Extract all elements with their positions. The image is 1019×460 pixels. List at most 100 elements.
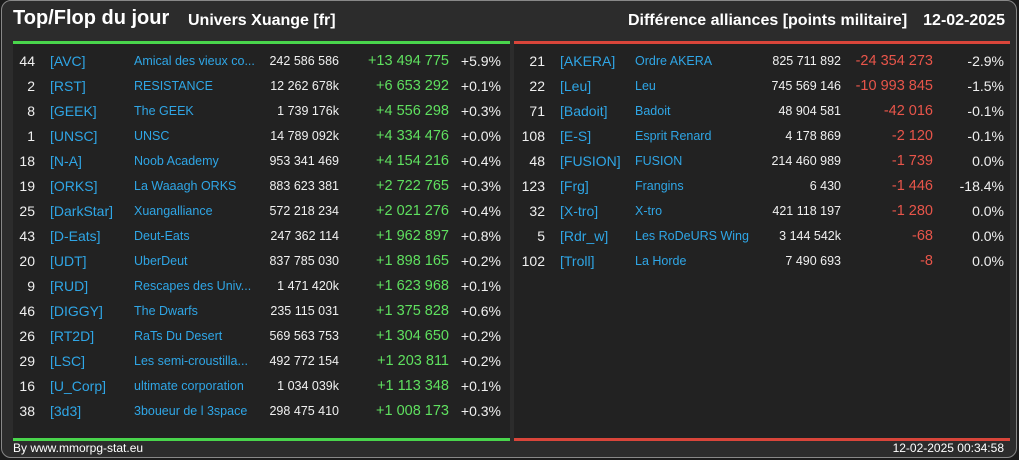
points-cell: 837 785 030 (269, 254, 339, 268)
top-row: 2 [RST] RESISTANCE 12 262 678k +6 653 292 +0.… (13, 74, 510, 99)
percent-cell: +0.4% (460, 203, 501, 219)
percent-cell: +0.1% (460, 378, 501, 394)
alliance-name-link[interactable]: Deut-Eats (134, 229, 190, 243)
points-cell: 1 471 420k (277, 279, 339, 293)
alliance-name-link[interactable]: Xuangalliance (134, 204, 213, 218)
percent-cell: +0.1% (460, 278, 501, 294)
alliance-name-link[interactable]: Rescapes des Univ... (134, 279, 252, 293)
top-row: 25 [DarkStar] Xuangalliance 572 218 234 +2 0… (13, 199, 510, 224)
rank-cell: 5 (537, 228, 545, 244)
points-cell: 492 772 154 (269, 354, 339, 368)
alliance-tag-link[interactable]: [X-tro] (560, 203, 599, 219)
rank-cell: 102 (521, 253, 545, 269)
alliance-tag-link[interactable]: [GEEK] (50, 103, 97, 119)
flop-row: 102 [Troll] La Horde 7 490 693 -8 0.0% (514, 249, 1010, 274)
alliance-name-link[interactable]: Badoit (635, 104, 671, 118)
diff-cell: -1 739 (891, 153, 933, 169)
alliance-name-link[interactable]: ultimate corporation (134, 379, 244, 393)
diff-cell: -8 (920, 253, 933, 269)
percent-cell: -2.9% (967, 53, 1004, 69)
top-row: 20 [UDT] UberDeut 837 785 030 +1 898 165 +0.2… (13, 249, 510, 274)
rank-cell: 22 (529, 78, 545, 94)
rank-cell: 123 (521, 178, 545, 194)
alliance-name-link[interactable]: RaTs Du Desert (134, 329, 223, 343)
alliance-tag-link[interactable]: [3d3] (50, 403, 82, 419)
diff-cell: -1 446 (891, 178, 933, 194)
page-title: Top/Flop du jour (13, 7, 170, 29)
rank-cell: 32 (529, 203, 545, 219)
alliance-tag-link[interactable]: [RST] (50, 78, 86, 94)
points-cell: 247 362 114 (270, 229, 339, 243)
percent-cell: +0.1% (460, 78, 501, 94)
rank-cell: 16 (19, 378, 35, 394)
diff-cell: +1 623 968 (376, 278, 449, 294)
alliance-name-link[interactable]: Les RoDeURS Wing (635, 229, 749, 243)
alliance-tag-link[interactable]: [AKERA] (560, 53, 616, 69)
rank-cell: 48 (529, 153, 545, 169)
points-cell: 1 739 176k (277, 104, 339, 118)
top-row: 26 [RT2D] RaTs Du Desert 569 563 753 +1 304 … (13, 324, 510, 349)
alliance-tag-link[interactable]: [RUD] (50, 278, 89, 294)
percent-cell: -1.5% (967, 78, 1004, 94)
percent-cell: +0.3% (460, 403, 501, 419)
alliance-name-link[interactable]: Amical des vieux co... (134, 54, 255, 68)
alliance-name-link[interactable]: 3boueur de l 3space (134, 404, 248, 418)
alliance-name-link[interactable]: Les semi-croustilla... (134, 354, 248, 368)
alliance-tag-link[interactable]: [U_Corp] (50, 378, 107, 394)
points-cell: 298 475 410 (269, 404, 339, 418)
points-cell: 14 789 092k (270, 129, 339, 143)
alliance-tag-link[interactable]: [DIGGY] (50, 303, 103, 319)
alliance-tag-link[interactable]: [N-A] (50, 153, 82, 169)
diff-cell: +13 494 775 (367, 53, 449, 69)
alliance-name-link[interactable]: RESISTANCE (134, 79, 213, 93)
alliance-tag-link[interactable]: [AVC] (50, 53, 86, 69)
points-cell: 745 569 146 (771, 79, 841, 93)
points-cell: 7 490 693 (785, 254, 841, 268)
rank-cell: 18 (19, 153, 35, 169)
alliance-tag-link[interactable]: [Troll] (560, 253, 595, 269)
alliance-name-link[interactable]: La Waaagh ORKS (134, 179, 237, 193)
alliance-tag-link[interactable]: [UNSC] (50, 128, 98, 144)
diff-cell: +1 113 348 (377, 378, 449, 394)
flop-row: 22 [Leu] Leu 745 569 146 -10 993 845 -1.5% (514, 74, 1010, 99)
alliance-tag-link[interactable]: [RT2D] (50, 328, 95, 344)
alliance-tag-link[interactable]: [Leu] (560, 78, 592, 94)
alliance-name-link[interactable]: The Dwarfs (134, 304, 198, 318)
percent-cell: +0.3% (460, 178, 501, 194)
diff-cell: +4 556 298 (376, 103, 449, 119)
alliance-tag-link[interactable]: [Badoit] (560, 103, 608, 119)
alliance-tag-link[interactable]: [FUSION] (560, 153, 621, 169)
alliance-name-link[interactable]: UberDeut (134, 254, 188, 268)
percent-cell: +0.4% (460, 153, 501, 169)
alliance-name-link[interactable]: Ordre AKERA (635, 54, 713, 68)
alliance-name-link[interactable]: UNSC (134, 129, 170, 143)
alliance-name-link[interactable]: Esprit Renard (635, 129, 712, 143)
alliance-tag-link[interactable]: [E-S] (560, 128, 592, 144)
alliance-name-link[interactable]: X-tro (635, 204, 663, 218)
site-credit[interactable]: By www.mmorpg-stat.eu (13, 441, 144, 455)
top-row: 18 [N-A] Noob Academy 953 341 469 +4 154 216… (13, 149, 510, 174)
alliance-name-link[interactable]: La Horde (635, 254, 687, 268)
points-cell: 48 904 581 (778, 104, 841, 118)
alliance-tag-link[interactable]: [Frg] (560, 178, 589, 194)
alliance-name-link[interactable]: Frangins (635, 179, 684, 193)
alliance-tag-link[interactable]: [ORKS] (50, 178, 98, 194)
top-row: 16 [U_Corp] ultimate corporation 1 034 039k… (13, 374, 510, 399)
alliance-name-link[interactable]: Leu (635, 79, 656, 93)
alliance-tag-link[interactable]: [Rdr_w] (560, 228, 609, 244)
alliance-name-link[interactable]: The GEEK (134, 104, 194, 118)
rank-cell: 21 (529, 53, 545, 69)
alliance-tag-link[interactable]: [LSC] (50, 353, 86, 369)
points-cell: 572 218 234 (269, 204, 339, 218)
alliance-tag-link[interactable]: [D-Eats] (50, 228, 101, 244)
alliance-tag-link[interactable]: [UDT] (50, 253, 87, 269)
rank-cell: 43 (19, 228, 35, 244)
diff-cell: +1 898 165 (376, 253, 449, 269)
diff-cell: +4 154 216 (376, 153, 449, 169)
alliance-tag-link[interactable]: [DarkStar] (50, 203, 114, 219)
alliance-name-link[interactable]: FUSION (635, 154, 683, 168)
points-cell: 4 178 869 (785, 129, 841, 143)
alliance-name-link[interactable]: Noob Academy (134, 154, 219, 168)
rank-cell: 20 (19, 253, 35, 269)
diff-cell: -68 (912, 228, 933, 244)
